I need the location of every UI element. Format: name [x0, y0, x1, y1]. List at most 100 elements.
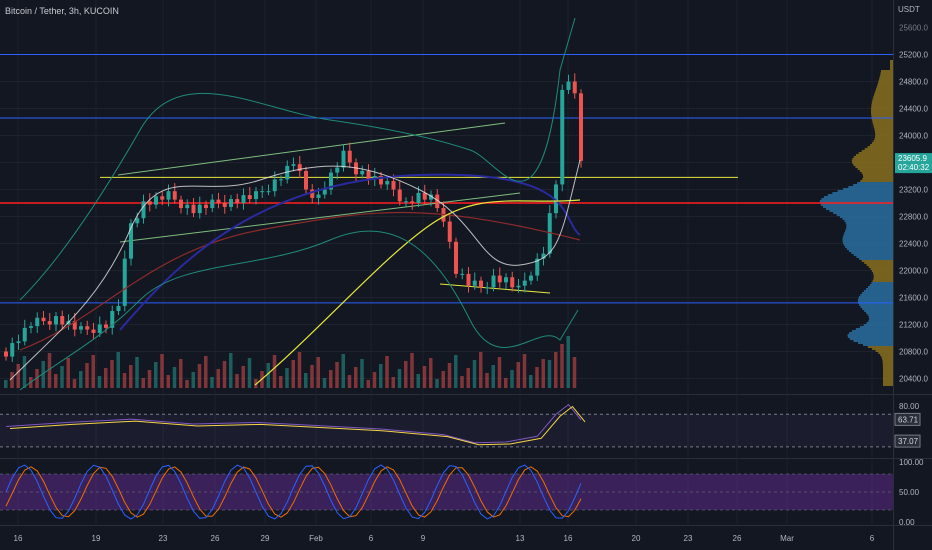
volume-profile-bar: [846, 224, 893, 226]
volume-bar: [410, 353, 414, 388]
volume-profile-bar: [867, 346, 893, 348]
candle: [172, 191, 177, 200]
volume-profile-bar: [880, 70, 893, 72]
volume-profile-bar: [859, 304, 893, 306]
candle: [310, 189, 315, 198]
volume-bar: [172, 367, 177, 388]
candle: [204, 204, 208, 209]
moving-average-white: [9, 159, 581, 381]
volume-bar: [522, 354, 527, 388]
volume-profile-bar: [873, 96, 893, 98]
volume-profile-bar: [845, 228, 893, 230]
volume-profile-bar: [820, 204, 893, 206]
candle: [460, 273, 465, 275]
volume-bar: [479, 352, 483, 388]
rsi-badge-value: 37.07: [898, 437, 919, 446]
candle: [197, 204, 202, 214]
volume-profile-bar: [880, 354, 893, 356]
volume-profile-bar: [874, 92, 893, 94]
volume-bar: [491, 365, 495, 388]
volume-profile-bar: [872, 122, 893, 124]
candle: [154, 196, 158, 205]
volume-bar: [360, 359, 364, 388]
volume-bar: [341, 354, 345, 388]
volume-profile-bar: [842, 238, 893, 240]
candle: [47, 321, 52, 325]
moving-average-red: [19, 211, 581, 351]
volume-profile-bar: [890, 62, 893, 64]
candle: [260, 191, 265, 193]
candle: [397, 189, 402, 202]
volume-profile-bar: [873, 124, 893, 126]
volume-profile-bar: [871, 116, 893, 118]
volume-bar: [272, 355, 277, 388]
candle: [304, 170, 308, 190]
y-tick-label: 24400.0: [899, 105, 928, 114]
volume-profile-bar: [843, 234, 893, 236]
volume-bar: [166, 375, 170, 388]
volume-bar: [554, 352, 558, 388]
candle: [279, 179, 283, 181]
volume-profile-bar: [860, 294, 893, 296]
candle: [360, 170, 365, 175]
candle: [466, 273, 471, 286]
volume-profile-bar: [882, 364, 893, 366]
candle: [91, 329, 96, 333]
volume-profile-bar: [847, 336, 893, 338]
volume-profile-bar: [853, 184, 893, 186]
candle: [510, 277, 515, 288]
volume-bar: [160, 354, 164, 388]
candle: [541, 253, 546, 259]
volume-profile-bar: [821, 198, 893, 200]
volume-bar: [97, 376, 102, 388]
volume-bar: [497, 357, 502, 388]
volume-profile-bar: [833, 212, 893, 214]
candle: [222, 203, 227, 207]
x-tick-label: 19: [92, 534, 101, 543]
price-badge: [895, 153, 932, 174]
candle: [129, 223, 133, 259]
volume-profile-bar: [844, 232, 893, 234]
volume-profile-bar: [848, 186, 893, 188]
candle: [316, 194, 321, 198]
volume-profile-bar: [873, 274, 893, 276]
x-tick-label: 6: [369, 534, 374, 543]
volume-profile-bar: [858, 296, 893, 298]
volume-bar: [60, 366, 64, 388]
volume-profile-bar: [825, 208, 893, 210]
volume-bar: [179, 359, 183, 388]
volume-profile-bar: [879, 78, 893, 80]
volume-profile-bar: [883, 380, 893, 382]
volume-profile-bar: [870, 110, 893, 112]
volume-profile-bar: [857, 342, 893, 344]
volume-profile-bar: [853, 164, 893, 166]
volume-bar: [366, 380, 370, 388]
candle: [241, 195, 246, 203]
price-badge-countdown: 02:40:32: [898, 163, 930, 172]
candle: [497, 275, 502, 283]
volume-bar: [441, 371, 445, 388]
rsi-ma-line: [9, 405, 586, 446]
volume-profile-bar: [863, 324, 893, 326]
stoch-tick-label: 50.00: [899, 488, 920, 497]
currency-label: USDT: [898, 5, 920, 14]
volume-profile-bar: [861, 292, 893, 294]
volume-bar: [379, 364, 383, 388]
x-tick-label: 23: [684, 534, 693, 543]
volume-bar: [391, 377, 395, 388]
volume-profile-bar: [862, 174, 893, 176]
volume-bar: [297, 352, 302, 388]
volume-bar: [222, 361, 227, 388]
volume-bar: [216, 369, 220, 388]
volume-bar: [66, 358, 70, 388]
candle: [491, 275, 496, 288]
candle: [185, 204, 190, 209]
volume-bar: [47, 353, 52, 388]
volume-profile-bar: [890, 68, 893, 70]
volume-bar: [229, 353, 233, 388]
candle: [97, 324, 102, 333]
volume-bar: [147, 370, 152, 388]
volume-bar: [422, 366, 427, 388]
candle: [322, 189, 327, 195]
